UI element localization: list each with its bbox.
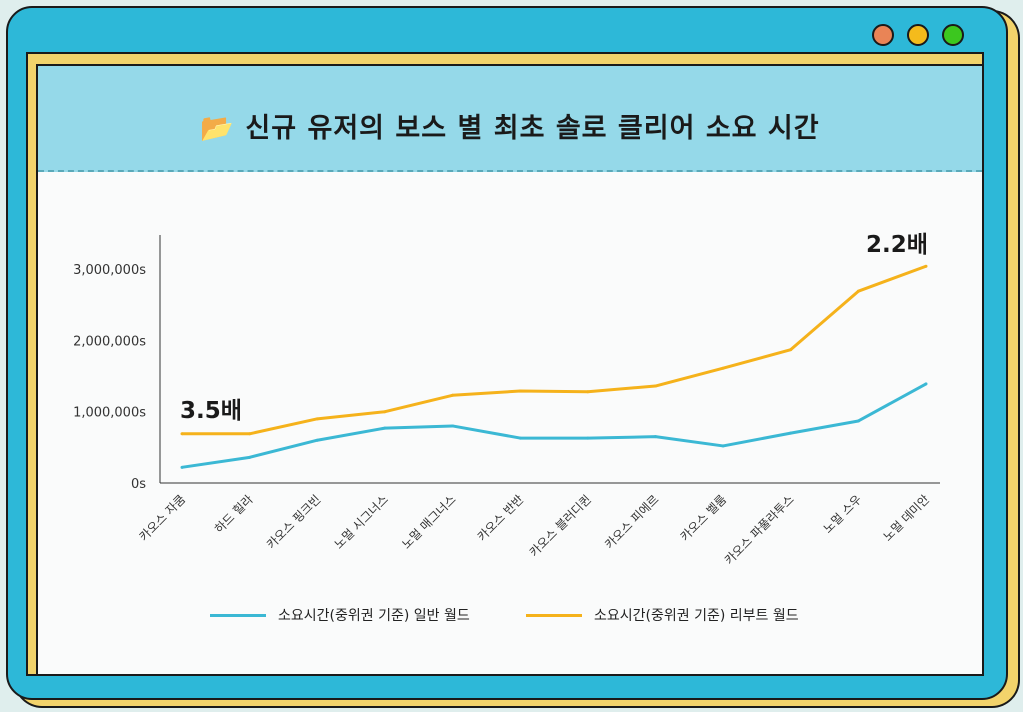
data-point xyxy=(248,432,252,436)
x-tick-label: 카오스 파풀라투스 xyxy=(722,492,797,567)
series-line-0 xyxy=(181,382,927,469)
legend-item-reboot: 소요시간(중위권 기준) 리부트 월드 xyxy=(526,605,799,625)
data-point xyxy=(451,424,455,428)
data-point xyxy=(586,390,590,394)
legend-swatch xyxy=(526,613,582,617)
data-point xyxy=(586,436,590,440)
chart-panel: 📂 신규 유저의 보스 별 최초 솔로 클리어 소요 시간 xyxy=(36,64,982,674)
x-tick-label: 카오스 자쿰 xyxy=(136,492,188,544)
data-point xyxy=(721,366,725,370)
data-point xyxy=(383,410,387,414)
data-point xyxy=(248,455,252,459)
page-title: 📂 신규 유저의 보스 별 최초 솔로 클리어 소요 시간 xyxy=(38,106,982,145)
data-point xyxy=(518,389,522,393)
data-point xyxy=(721,444,725,448)
annotation-right: 2.2배 xyxy=(866,232,928,258)
data-point xyxy=(856,419,860,423)
data-point xyxy=(180,465,184,469)
x-tick-label: 카오스 핑크빈 xyxy=(264,492,323,551)
data-point xyxy=(518,436,522,440)
content-frame: 📂 신규 유저의 보스 별 최초 솔로 클리어 소요 시간 xyxy=(26,52,984,676)
legend-item-normal: 소요시간(중위권 기준) 일반 월드 xyxy=(210,605,470,625)
data-point xyxy=(315,438,319,442)
y-tick-label: 3,000,000s xyxy=(73,263,146,278)
x-tick-label: 노멀 스우 xyxy=(821,492,865,536)
data-point xyxy=(789,348,793,352)
title-text: 신규 유저의 보스 별 최초 솔로 클리어 소요 시간 xyxy=(245,113,820,144)
y-tick-label: 0s xyxy=(131,477,146,492)
x-tick-label: 카오스 블러디퀸 xyxy=(527,492,594,559)
x-tick-label: 노멀 데미안 xyxy=(880,492,932,544)
data-point xyxy=(924,382,928,386)
legend-label: 소요시간(중위권 기준) 리부트 월드 xyxy=(594,608,799,624)
x-tick-label: 노멀 매그너스 xyxy=(399,492,458,551)
series-line-1 xyxy=(182,264,927,436)
x-tick-label: 카오스 피에르 xyxy=(602,492,661,551)
x-tick-label: 노멀 시그너스 xyxy=(332,492,391,551)
header: 📂 신규 유저의 보스 별 최초 솔로 클리어 소요 시간 xyxy=(38,66,982,172)
legend-swatch xyxy=(210,613,266,617)
maximize-button[interactable] xyxy=(942,24,964,46)
data-point xyxy=(789,431,793,435)
y-tick-label: 1,000,000s xyxy=(73,406,146,421)
data-point xyxy=(383,426,387,430)
data-point xyxy=(180,432,184,436)
x-tick-label: 하드 힐라 xyxy=(212,492,256,536)
x-tick-label: 카오스 벨룸 xyxy=(678,492,730,544)
y-tick-label: 2,000,000s xyxy=(73,334,146,349)
data-point xyxy=(315,417,319,421)
data-point xyxy=(653,384,657,388)
close-button[interactable] xyxy=(872,24,894,46)
legend-label: 소요시간(중위권 기준) 일반 월드 xyxy=(278,608,470,624)
data-point xyxy=(653,435,657,439)
data-point xyxy=(856,289,860,293)
data-point xyxy=(924,264,928,268)
data-point xyxy=(451,393,455,397)
annotation-left: 3.5배 xyxy=(180,398,242,424)
folder-icon: 📂 xyxy=(200,113,236,144)
x-tick-label: 카오스 반반 xyxy=(475,492,527,544)
minimize-button[interactable] xyxy=(907,24,929,46)
